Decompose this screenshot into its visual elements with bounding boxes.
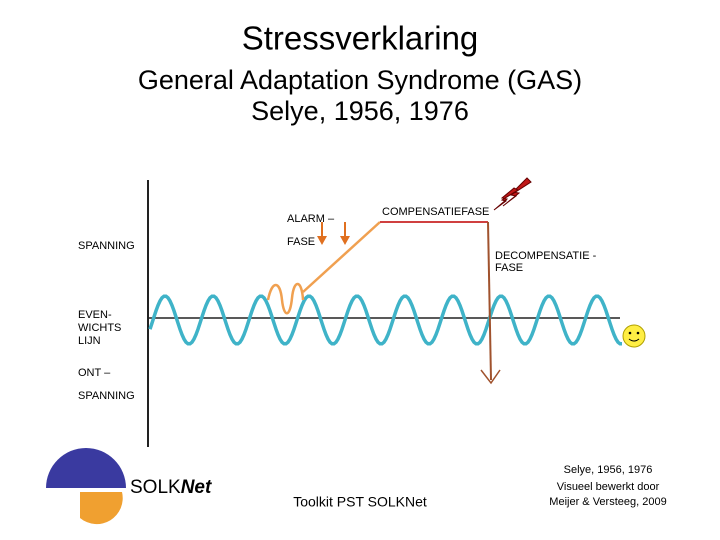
label: EVEN- bbox=[78, 309, 112, 321]
subtitle: General Adaptation Syndrome (GAS) bbox=[138, 65, 582, 95]
compensation-rise bbox=[302, 221, 381, 293]
label: WICHTS bbox=[78, 322, 121, 334]
label: DECOMPENSATIE - bbox=[495, 250, 597, 262]
footer-center: Toolkit PST SOLKNet bbox=[293, 494, 427, 510]
lightning-bolt bbox=[502, 177, 532, 207]
lightning-bolt bbox=[493, 187, 520, 211]
smiley bbox=[622, 324, 646, 348]
label: ONT – bbox=[78, 367, 111, 379]
arrow-head bbox=[480, 369, 501, 385]
credit: Selye, 1956, 1976 bbox=[564, 464, 653, 476]
alarm-arrow-head bbox=[340, 236, 350, 245]
label: COMPENSATIEFASE bbox=[382, 206, 489, 218]
label: LIJN bbox=[78, 335, 101, 347]
decompensation-drop bbox=[487, 221, 492, 381]
smiley-eye bbox=[636, 331, 640, 335]
logo-shape bbox=[46, 448, 126, 488]
label: SPANNING bbox=[78, 240, 135, 252]
label: FASE bbox=[287, 236, 315, 248]
label: SPANNING bbox=[78, 390, 135, 402]
logo-text-part: Net bbox=[181, 477, 212, 498]
credit: Visueel bewerkt door bbox=[557, 481, 660, 493]
subtitle: Selye, 1956, 1976 bbox=[251, 96, 469, 126]
logo-shape bbox=[80, 492, 123, 525]
label: ALARM – bbox=[287, 213, 335, 225]
title: Stressverklaring bbox=[242, 20, 479, 57]
alarm-arrow-head bbox=[317, 236, 327, 245]
stress-wave bbox=[148, 294, 622, 346]
smiley-mouth bbox=[628, 338, 640, 342]
alarm-squiggle bbox=[266, 282, 305, 315]
smiley-eye bbox=[628, 331, 632, 335]
credit: Meijer & Versteeg, 2009 bbox=[549, 496, 666, 508]
logo-text-part: SOLK bbox=[130, 477, 181, 498]
logo-text: SOLKNet bbox=[130, 477, 212, 498]
label: FASE bbox=[495, 262, 523, 274]
